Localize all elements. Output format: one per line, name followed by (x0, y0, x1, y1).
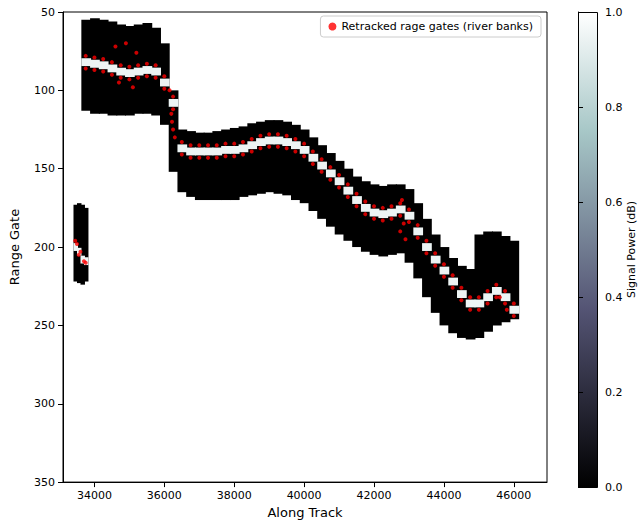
svg-text:200: 200 (34, 241, 55, 254)
svg-text:34000: 34000 (77, 489, 112, 502)
svg-text:Signal Power (dB): Signal Power (dB) (625, 201, 638, 298)
svg-text:Retracked rage gates (river ba: Retracked rage gates (river banks) (341, 20, 533, 33)
svg-text:300: 300 (34, 397, 55, 410)
svg-text:44000: 44000 (426, 489, 461, 502)
svg-text:40000: 40000 (287, 489, 322, 502)
svg-text:1.0: 1.0 (605, 6, 623, 19)
svg-text:0.8: 0.8 (605, 101, 623, 114)
svg-text:0.4: 0.4 (605, 291, 623, 304)
svg-text:0.2: 0.2 (605, 386, 623, 399)
svg-text:42000: 42000 (357, 489, 392, 502)
svg-text:46000: 46000 (496, 489, 531, 502)
svg-text:150: 150 (34, 162, 55, 175)
svg-text:Along Track: Along Track (267, 505, 343, 520)
svg-text:0.6: 0.6 (605, 196, 623, 209)
svg-text:Range Gate: Range Gate (7, 209, 22, 285)
svg-text:350: 350 (34, 476, 55, 489)
svg-text:0.0: 0.0 (605, 481, 623, 494)
svg-text:50: 50 (41, 6, 55, 19)
svg-text:38000: 38000 (217, 489, 252, 502)
svg-text:100: 100 (34, 84, 55, 97)
svg-text:36000: 36000 (147, 489, 182, 502)
svg-text:250: 250 (34, 319, 55, 332)
